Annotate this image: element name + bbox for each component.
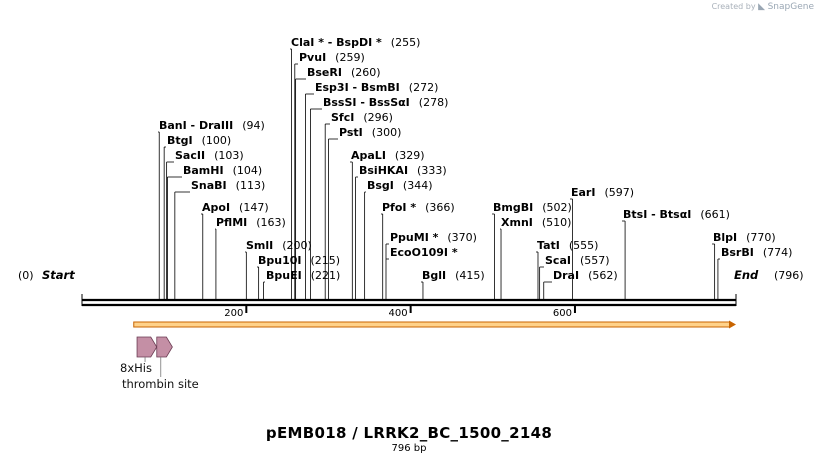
site-position: (333) [417,164,447,177]
site-position: (510) [542,216,572,229]
site-label[interactable]: SfcI [331,111,354,124]
site-position: (94) [242,119,265,132]
site-label[interactable]: BglI [422,269,446,282]
site-position: (370) [447,231,477,244]
feature-arrow[interactable] [156,336,173,358]
site-position: (147) [239,201,269,214]
site-position: (272) [409,81,439,94]
site-position: (103) [214,149,244,162]
site-label[interactable]: BamHI [183,164,224,177]
site-label[interactable]: BpuEI [266,269,302,282]
site-label[interactable]: BanI - DraIII [159,119,233,132]
site-label[interactable]: PvuI [299,51,326,64]
site-label[interactable]: EcoO109I * [390,246,458,259]
site-label[interactable]: ClaI * - BspDI * [291,36,382,49]
site-position: (255) [391,36,421,49]
site-position: (200) [282,239,312,252]
site-label[interactable]: BtgI [167,134,193,147]
site-label[interactable]: BseRI [307,66,342,79]
site-label[interactable]: TatI [537,239,560,252]
site-label[interactable]: Bpu10I [258,254,302,267]
site-label[interactable]: PstI [339,126,363,139]
end-position-label: (796) [774,269,804,282]
site-label[interactable]: PfoI * [382,201,416,214]
scale-tick-label: 200 [224,308,243,319]
site-position: (300) [372,126,402,139]
feature-label: 8xHis [120,361,152,375]
scale-tick-label: 600 [553,308,572,319]
site-label[interactable]: BmgBI [493,201,533,214]
site-label[interactable]: BsgI [367,179,394,192]
site-label[interactable]: EarI [571,186,595,199]
feature-arrow[interactable] [136,336,158,358]
site-label[interactable]: PpuMI * [390,231,439,244]
site-label[interactable]: BlpI [713,231,737,244]
site-label[interactable]: XmnI [501,216,533,229]
site-label[interactable]: ScaI [545,254,571,267]
site-position: (221) [311,269,341,282]
site-position: (113) [236,179,266,192]
snapgene-credit: Created by ◣ SnapGene [712,2,814,12]
site-position: (366) [425,201,455,214]
site-position: (661) [700,208,730,221]
site-position: (329) [395,149,425,162]
site-position: (278) [419,96,449,109]
site-position: (597) [604,186,634,199]
site-label[interactable]: SacII [175,149,205,162]
site-position: (770) [746,231,776,244]
site-position: (344) [403,179,433,192]
site-label[interactable]: BsiHKAI [359,164,408,177]
snapgene-logo-icon: ◣ [758,2,766,12]
plasmid-map: (0) Start End (796) 200 400 600 ClaI * - BspDI … [18,36,804,391]
site-label[interactable]: DraI [553,269,579,282]
site-position: (100) [202,134,232,147]
scale-tick-label: 400 [389,308,408,319]
created-by-text: Created by [711,2,756,11]
site-position: (555) [569,239,599,252]
site-label[interactable]: SnaBI [191,179,227,192]
site-label[interactable]: BsrBI [721,246,754,259]
site-label[interactable]: BssSI - BssSαI [323,96,410,109]
site-position: (415) [455,269,485,282]
site-label[interactable]: BtsI - BtsαI [623,208,691,221]
start-position-label: (0) [18,269,34,282]
site-position: (163) [256,216,286,229]
site-label[interactable]: SmlI [246,239,273,252]
brand-name: SnapGene [767,2,814,12]
site-label[interactable]: ApaLI [351,149,386,162]
feature-label: thrombin site [122,377,199,391]
site-label[interactable]: PflMI [216,216,247,229]
site-position: (215) [311,254,341,267]
site-label[interactable]: Esp3I - BsmBI [315,81,400,94]
site-position: (259) [335,51,365,64]
orf-bar[interactable] [133,321,731,328]
site-position: (104) [233,164,263,177]
start-label: Start [42,268,75,282]
site-position: (296) [363,111,393,124]
orf-arrowhead [729,320,736,329]
site-position: (502) [542,201,572,214]
site-position: (260) [351,66,381,79]
site-position: (562) [588,269,618,282]
plasmid-title: pEMB018 / LRRK2_BC_1500_2148 [265,424,553,442]
site-position: (774) [763,246,793,259]
plasmid-length: 796 bp [391,443,427,454]
site-position: (557) [580,254,610,267]
site-label[interactable]: ApoI [202,201,230,214]
end-label: End [734,268,759,282]
